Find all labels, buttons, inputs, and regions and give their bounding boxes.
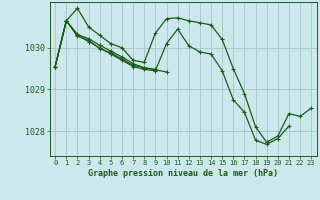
X-axis label: Graphe pression niveau de la mer (hPa): Graphe pression niveau de la mer (hPa) (88, 169, 278, 178)
